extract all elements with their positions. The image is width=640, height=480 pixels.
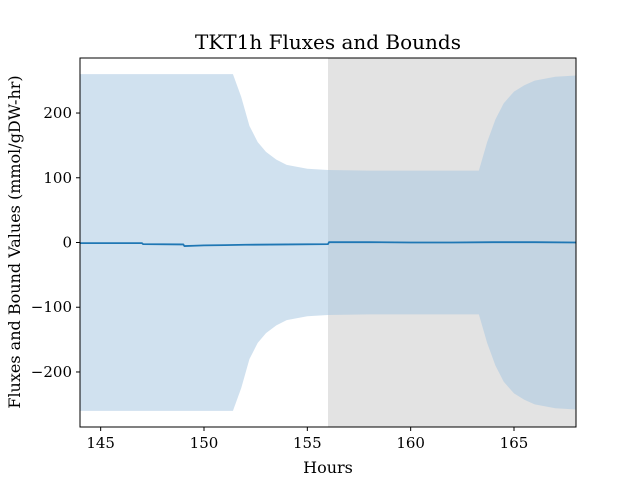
plot-content [80,58,576,427]
y-tick-label: −200 [31,363,72,381]
y-axis-label: Fluxes and Bound Values (mmol/gDW-hr) [5,75,24,408]
y-tick-label: 0 [62,234,72,252]
flux-series-line [80,241,576,247]
x-axis-label: Hours [303,458,353,477]
x-tick-label: 145 [86,434,115,452]
plot-area [80,58,576,427]
y-tick-label: 200 [43,104,72,122]
axes: 145 150 155 160 165 −200 −100 0 100 200 [31,57,577,452]
x-tick-label: 155 [293,434,322,452]
chart-title: TKT1h Fluxes and Bounds [195,30,461,54]
y-tick-label: −100 [31,298,72,316]
x-tick-label: 160 [396,434,425,452]
x-tick-label: 165 [500,434,529,452]
x-tick-label: 150 [190,434,219,452]
y-tick-label: 100 [43,169,72,187]
